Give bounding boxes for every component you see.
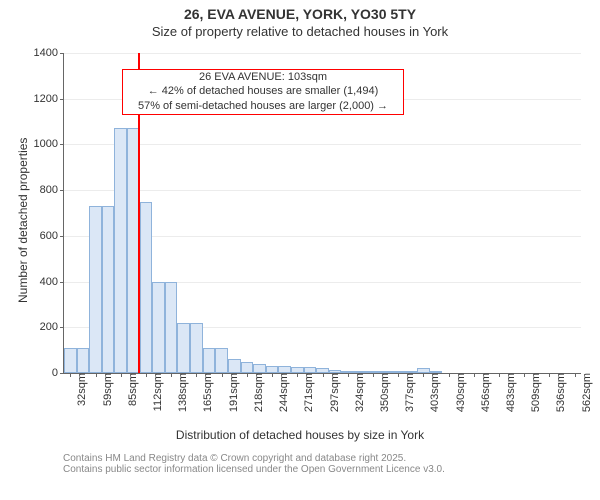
x-tick-mark (121, 373, 122, 377)
x-tick-mark (222, 373, 223, 377)
y-axis-label: Number of detached properties (16, 138, 30, 303)
x-tick-mark (196, 373, 197, 377)
footer-attribution: Contains HM Land Registry data © Crown c… (63, 453, 445, 475)
histogram-bar (190, 323, 203, 373)
x-tick-mark (398, 373, 399, 377)
histogram-bar (241, 362, 254, 373)
x-tick-label: 59sqm (100, 373, 114, 406)
footer-line-2: Contains public sector information licen… (63, 464, 445, 475)
y-gridline (64, 190, 581, 191)
x-tick-mark (348, 373, 349, 377)
histogram-bar (253, 364, 266, 373)
x-tick-label: 350sqm (377, 373, 391, 412)
histogram-bar (278, 366, 291, 373)
x-tick-label: 562sqm (579, 373, 593, 412)
histogram-bar (89, 206, 102, 373)
y-gridline (64, 144, 581, 145)
plot-area: 020040060080010001200140032sqm59sqm85sqm… (63, 53, 581, 374)
x-tick-label: 138sqm (175, 373, 189, 412)
x-tick-label: 297sqm (327, 373, 341, 412)
footer-line-1: Contains HM Land Registry data © Crown c… (63, 453, 445, 464)
y-tick-label: 600 (40, 230, 64, 242)
annotation-box: 26 EVA AVENUE: 103sqm← 42% of detached h… (122, 69, 404, 115)
chart-title: 26, EVA AVENUE, YORK, YO30 5TY (0, 6, 600, 22)
x-tick-mark (323, 373, 324, 377)
x-tick-label: 430sqm (453, 373, 467, 412)
y-gridline (64, 53, 581, 54)
x-axis-label: Distribution of detached houses by size … (0, 428, 600, 442)
annotation-line-0: 26 EVA AVENUE: 103sqm (123, 70, 403, 84)
histogram-bar (215, 348, 228, 373)
x-tick-mark (423, 373, 424, 377)
x-tick-mark (297, 373, 298, 377)
x-tick-label: 191sqm (226, 373, 240, 412)
y-tick-label: 800 (40, 184, 64, 196)
y-tick-label: 1200 (34, 93, 64, 105)
x-tick-label: 456sqm (478, 373, 492, 412)
x-tick-label: 85sqm (125, 373, 139, 406)
chart-container: { "title": { "line1": "26, EVA AVENUE, Y… (0, 0, 600, 500)
y-tick-label: 400 (40, 276, 64, 288)
x-tick-label: 377sqm (402, 373, 416, 412)
histogram-bar (266, 366, 279, 373)
x-tick-mark (449, 373, 450, 377)
x-tick-label: 483sqm (503, 373, 517, 412)
y-tick-label: 1000 (34, 138, 64, 150)
histogram-bar (228, 359, 241, 373)
histogram-bar (140, 202, 153, 373)
x-tick-label: 112sqm (150, 373, 164, 411)
histogram-bar (165, 282, 178, 373)
x-tick-mark (247, 373, 248, 377)
x-tick-label: 244sqm (276, 373, 290, 412)
y-tick-label: 200 (40, 321, 64, 333)
histogram-bar (177, 323, 190, 373)
x-tick-mark (549, 373, 550, 377)
histogram-bar (64, 348, 77, 373)
x-tick-mark (272, 373, 273, 377)
annotation-line-1: ← 42% of detached houses are smaller (1,… (123, 84, 403, 98)
x-tick-mark (146, 373, 147, 377)
x-tick-label: 324sqm (352, 373, 366, 412)
x-tick-label: 271sqm (301, 373, 315, 412)
x-tick-mark (96, 373, 97, 377)
x-tick-label: 218sqm (251, 373, 265, 412)
histogram-bar (102, 206, 115, 373)
annotation-line-2: 57% of semi-detached houses are larger (… (123, 99, 403, 113)
x-tick-label: 165sqm (200, 373, 214, 412)
x-tick-mark (575, 373, 576, 377)
x-tick-label: 536sqm (553, 373, 567, 412)
histogram-bar (114, 128, 127, 373)
x-tick-mark (499, 373, 500, 377)
x-tick-label: 509sqm (528, 373, 542, 412)
x-tick-mark (171, 373, 172, 377)
x-tick-label: 32sqm (74, 373, 88, 406)
x-tick-mark (373, 373, 374, 377)
histogram-bar (203, 348, 216, 373)
histogram-bar (77, 348, 90, 373)
x-tick-mark (474, 373, 475, 377)
y-tick-label: 1400 (34, 47, 64, 59)
x-tick-mark (70, 373, 71, 377)
y-tick-label: 0 (52, 367, 64, 379)
chart-subtitle: Size of property relative to detached ho… (0, 24, 600, 39)
x-tick-label: 403sqm (427, 373, 441, 412)
histogram-bar (152, 282, 165, 373)
x-tick-mark (524, 373, 525, 377)
